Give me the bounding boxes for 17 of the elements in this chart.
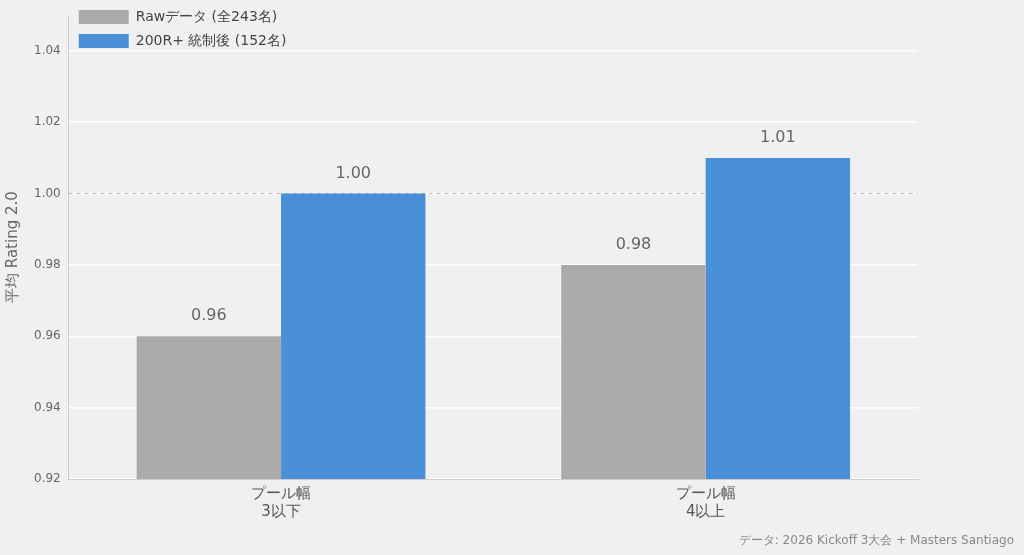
y-tick-label: 1.00 [34,185,61,200]
y-tick-label: 0.92 [34,471,61,486]
y-tick-label: 1.04 [34,43,61,57]
x-tick-label: プール幅 4以上 [675,483,736,520]
y-axis-title: 平均 Rating 2.0 [2,191,21,303]
data-label: 1.01 [760,127,796,147]
y-tick-label: 0.96 [34,328,61,343]
legend-label: Rawデータ (全243名) [135,7,278,24]
data-label: 1.00 [335,162,372,182]
y-tick-label: 0.98 [34,257,61,272]
y-tick-label: 1.02 [34,114,61,129]
legend-label: 200R+ 統制後 (152名) [135,31,287,48]
text: データ: 2026 Kickoff 3大会 + Masters Santiago [738,532,1014,549]
x-tick-label: プール幅 3以下 [251,483,312,520]
data-label: 0.98 [615,234,652,254]
y-tick-label: 0.94 [34,399,61,414]
data-label: 0.96 [191,305,227,325]
